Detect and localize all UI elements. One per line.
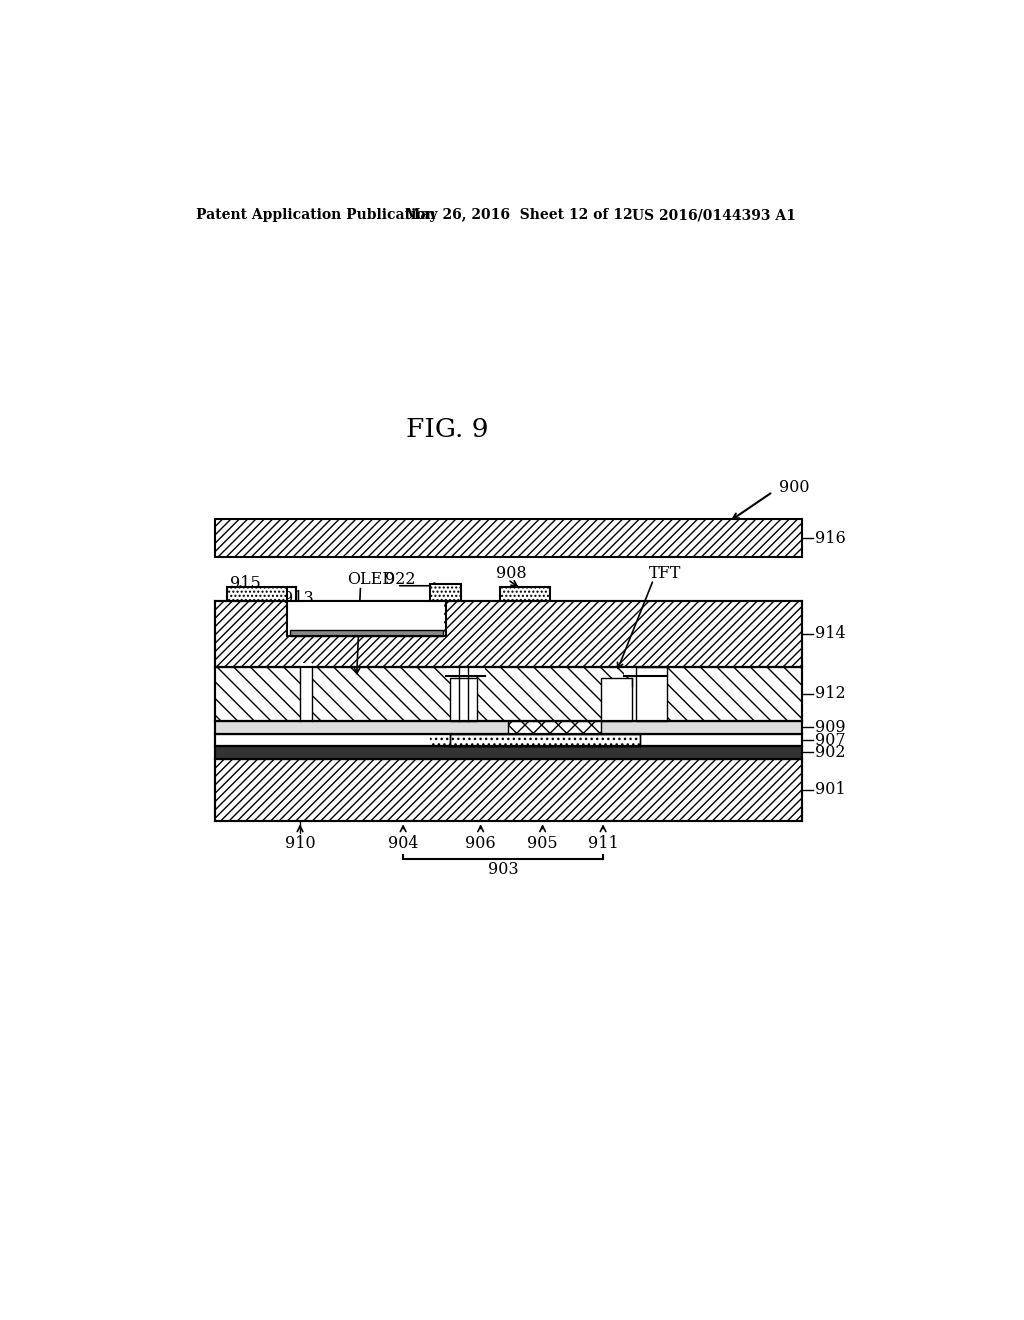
- Bar: [508, 721, 601, 734]
- Bar: [227, 587, 287, 601]
- Text: 905: 905: [527, 836, 558, 853]
- Text: 914: 914: [815, 626, 846, 643]
- Bar: [430, 585, 461, 601]
- Bar: [450, 678, 477, 721]
- Text: US 2016/0144393 A1: US 2016/0144393 A1: [632, 209, 796, 222]
- Bar: [215, 734, 802, 746]
- Bar: [601, 678, 632, 721]
- Bar: [500, 587, 550, 601]
- Bar: [290, 630, 442, 636]
- Text: 907: 907: [815, 731, 846, 748]
- Text: OLED: OLED: [347, 572, 395, 589]
- Text: May 26, 2016  Sheet 12 of 12: May 26, 2016 Sheet 12 of 12: [406, 209, 633, 222]
- Text: TFT: TFT: [649, 565, 681, 582]
- Bar: [632, 667, 641, 721]
- Bar: [215, 667, 802, 721]
- Bar: [636, 667, 667, 721]
- Bar: [508, 721, 601, 746]
- Text: 906: 906: [465, 836, 496, 853]
- Bar: [430, 734, 640, 746]
- Bar: [450, 678, 477, 721]
- Text: 904: 904: [388, 836, 419, 853]
- Text: 913: 913: [283, 590, 313, 607]
- Text: 902: 902: [815, 744, 846, 760]
- Bar: [445, 667, 484, 676]
- Bar: [601, 678, 632, 721]
- Bar: [450, 734, 640, 746]
- Bar: [215, 759, 802, 821]
- Bar: [215, 519, 802, 557]
- Bar: [508, 721, 601, 734]
- Bar: [215, 667, 802, 721]
- Bar: [430, 585, 461, 601]
- Bar: [459, 667, 468, 721]
- Text: 922: 922: [385, 572, 416, 589]
- Text: Patent Application Publication: Patent Application Publication: [197, 209, 436, 222]
- Text: 901: 901: [815, 781, 846, 799]
- Bar: [450, 734, 640, 746]
- Text: 916: 916: [815, 529, 846, 546]
- Text: 908: 908: [496, 565, 526, 582]
- Bar: [300, 663, 312, 721]
- Text: 915: 915: [229, 576, 260, 591]
- Bar: [636, 667, 667, 721]
- Text: 910: 910: [285, 836, 315, 853]
- Text: 909: 909: [815, 719, 846, 737]
- Bar: [215, 601, 802, 667]
- Bar: [450, 734, 640, 746]
- Bar: [215, 519, 802, 557]
- Bar: [215, 601, 802, 667]
- Text: FIG. 9: FIG. 9: [407, 417, 488, 442]
- Bar: [624, 667, 667, 676]
- Text: 911: 911: [588, 836, 618, 853]
- Text: 900: 900: [779, 479, 810, 496]
- Bar: [215, 721, 802, 734]
- Bar: [215, 746, 802, 759]
- Bar: [215, 759, 802, 821]
- Text: 903: 903: [487, 862, 518, 878]
- Bar: [289, 601, 444, 636]
- Bar: [500, 587, 550, 601]
- Text: 912: 912: [815, 685, 846, 702]
- Bar: [227, 587, 287, 601]
